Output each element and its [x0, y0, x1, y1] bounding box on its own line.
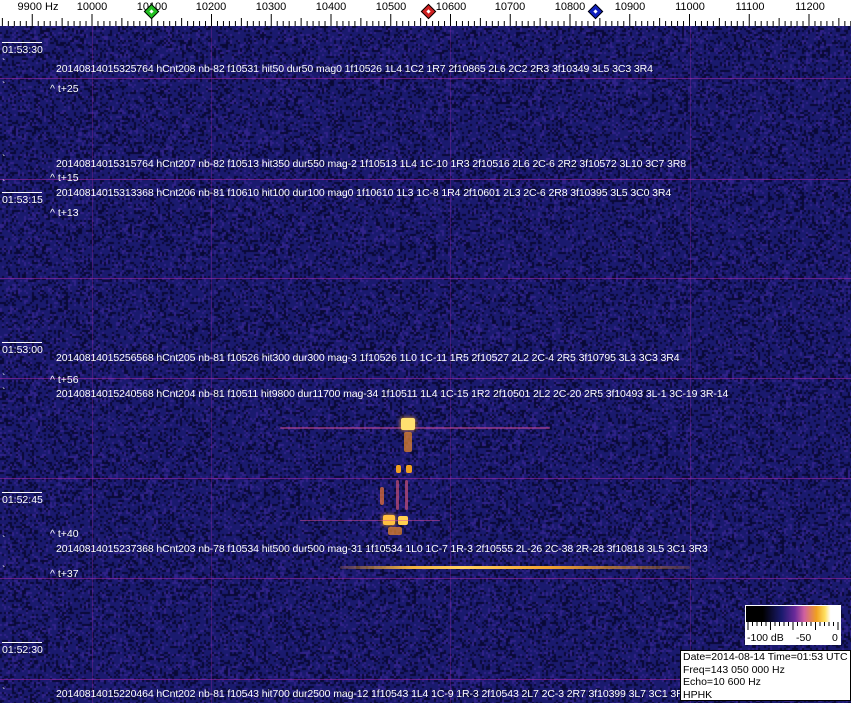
- tick-mark: `: [2, 387, 6, 398]
- grid-line-vertical: [211, 26, 212, 703]
- info-frequency: Freq=143 050 000 Hz: [683, 663, 785, 676]
- info-echo: Echo=10 600 Hz: [683, 676, 761, 688]
- grid-line-vertical: [92, 26, 93, 703]
- tick-mark: `: [2, 687, 6, 698]
- freq-label: 10800: [554, 1, 586, 13]
- tick-mark: `: [2, 58, 6, 69]
- event-line: 20140814015237368 hCnt203 nb-78 f10534 h…: [56, 543, 708, 555]
- info-box: Date=2014-08-14 Time=01:53 UTC Freq=143 …: [680, 650, 851, 701]
- frequency-ticks: [1, 14, 851, 26]
- time-label: 01:53:00: [2, 342, 43, 356]
- tick-mark: `: [2, 179, 6, 190]
- time-label: 01:53:30: [2, 42, 43, 56]
- colorbar-gradient: [746, 606, 840, 622]
- colorbar-label: 0: [832, 632, 838, 644]
- event-line: 20140814015325764 hCnt208 nb-82 f10531 h…: [56, 63, 653, 75]
- freq-label: 11100: [735, 1, 765, 13]
- event-line: 20140814015313368 hCnt206 nb-81 f10610 h…: [56, 187, 672, 199]
- freq-label: 10600: [435, 1, 467, 13]
- time-offset-label: ^ t+40: [50, 528, 79, 540]
- colorbar-label: -50: [796, 632, 812, 644]
- freq-label: 10000: [76, 1, 108, 13]
- freq-label: 11000: [675, 1, 705, 13]
- time-offset-label: ^ t+25: [50, 83, 79, 95]
- time-offset-label: ^ t+15: [50, 172, 79, 184]
- freq-label: 11200: [795, 1, 825, 13]
- freq-label: 10200: [195, 1, 227, 13]
- grid-line-horizontal: [0, 179, 851, 180]
- time-offset-label: ^ t+13: [50, 207, 79, 219]
- event-line: 20140814015315764 hCnt207 nb-82 f10513 h…: [56, 158, 686, 170]
- grid-line-vertical: [450, 26, 451, 703]
- time-offset-label: ^ t+37: [50, 568, 79, 580]
- grid-line-horizontal: [0, 478, 851, 479]
- tick-mark: `: [2, 565, 6, 576]
- grid-line-horizontal: [0, 78, 851, 79]
- freq-label: 9900 Hz: [17, 1, 59, 13]
- freq-label: 10900: [614, 1, 646, 13]
- freq-label: 10700: [494, 1, 526, 13]
- time-offset-label: ^ t+56: [50, 374, 79, 386]
- grid-line-horizontal: [0, 679, 851, 680]
- info-station: HPHK: [683, 688, 713, 701]
- grid-line-horizontal: [0, 378, 851, 379]
- grid-line-vertical: [690, 26, 691, 703]
- colorbar-ticks: [747, 622, 839, 630]
- tick-mark: `: [2, 535, 6, 546]
- time-label: 01:52:45: [2, 492, 43, 506]
- info-date-time: Date=2014-08-14 Time=01:53 UTC: [683, 651, 848, 663]
- event-line: 20140814015220464 hCnt202 nb-81 f10543 h…: [56, 688, 690, 700]
- freq-label: 10300: [255, 1, 287, 13]
- frequency-axis: 9900 Hz 10000 10100 10200 10300 10400 10…: [0, 0, 851, 26]
- event-line: 20140814015240568 hCnt204 nb-81 f10511 h…: [56, 388, 729, 400]
- tick-mark: `: [2, 154, 6, 165]
- colorbar-label: -100 dB: [747, 632, 784, 644]
- time-label: 01:52:30: [2, 642, 43, 656]
- grid-line-horizontal: [0, 278, 851, 279]
- freq-label: 10500: [375, 1, 407, 13]
- colorbar-legend: -100 dB -50 0: [745, 605, 841, 645]
- tick-mark: `: [2, 373, 6, 384]
- time-label: 01:53:15: [2, 192, 43, 206]
- tick-mark: `: [2, 81, 6, 92]
- freq-label: 10400: [315, 1, 347, 13]
- waterfall-spectrogram: [0, 26, 851, 703]
- event-line: 20140814015256568 hCnt205 nb-81 f10526 h…: [56, 352, 680, 364]
- grid-line-horizontal: [0, 578, 851, 579]
